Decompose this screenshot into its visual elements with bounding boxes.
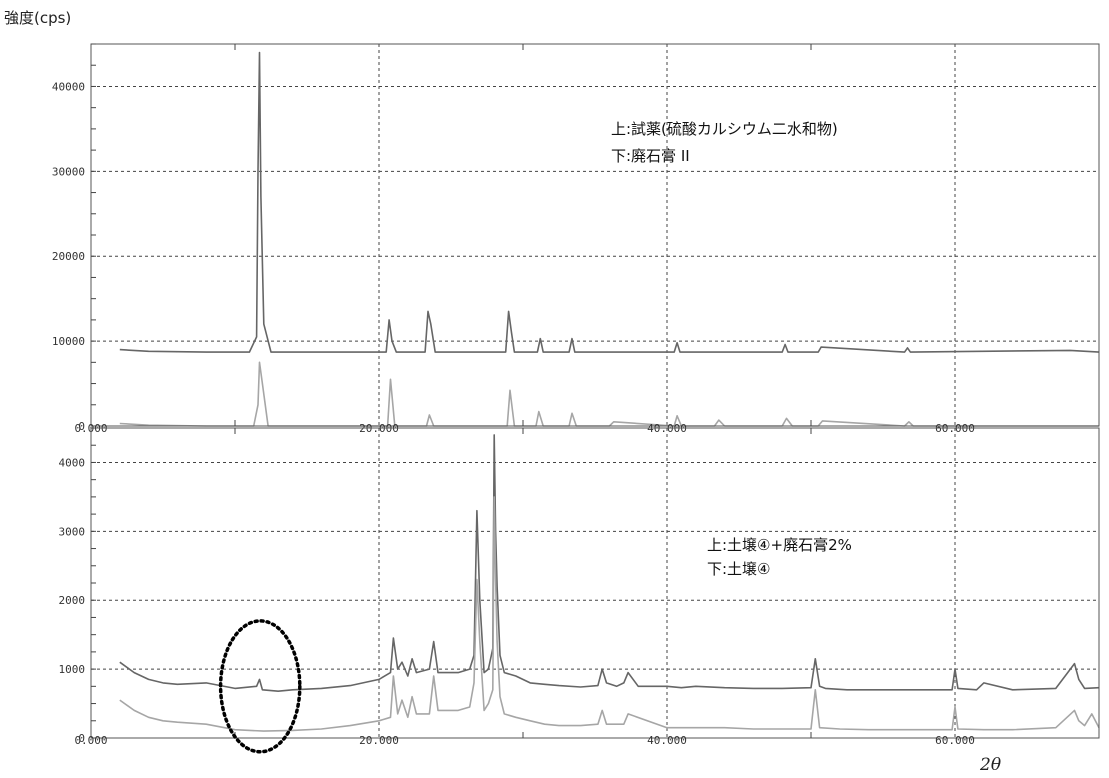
grid-top [90,44,1099,426]
series-line-bottom-0 [119,434,1100,693]
y-axis-title: 強度(cps) [4,9,71,27]
y-tick-label-top-0: 0 [78,420,85,433]
series-line-bottom-1 [119,496,1100,732]
series-layer-top [119,51,1100,427]
y-tick-label-bottom-0: 0 [78,732,85,745]
ticks-bottom: 0.000 20.000 40.000 60.000 0 1000 2000 3000 4000 [59,427,975,747]
plot-frame-bottom [90,427,1100,739]
grid-bottom [90,428,1099,738]
plot-frame-top [90,43,1100,427]
y-tick-label-bottom-2: 2000 [59,594,86,607]
y-tick-label-bottom-3: 3000 [59,525,86,538]
y-tick-label-top-1: 10000 [52,335,85,348]
panel-bottom: 0.000 20.000 40.000 60.000 0 1000 2000 3000 4000… [59,427,1100,754]
y-tick-label-top-3: 30000 [52,165,85,178]
x-axis-title: 2θ [979,755,1001,775]
y-tick-label-top-4: 40000 [52,80,85,93]
series-layer-bottom [119,434,1100,732]
series-line-top-0 [119,51,1100,353]
x-tick-label-bottom-2: 40.000 [647,734,687,747]
annotation-bottom-line2: 下:土壌④ [707,560,771,578]
annotation-bottom-line1: 上:土壌④+廃石膏2% [707,536,852,554]
ticks-top: 0.00020.00040.00060.00001000020000300004… [52,43,975,435]
x-tick-label-bottom-0: 0.000 [74,734,107,747]
panel-top: 0.00020.00040.00060.00001000020000300004… [52,43,1100,435]
annotation-top-line2: 下:廃石膏 II [611,147,690,165]
x-tick-label-bottom-1: 20.000 [359,734,399,747]
annotation-top-line1: 上:試薬(硫酸カルシウム二水和物) [611,120,838,138]
series-line-top-1 [119,361,1099,427]
y-tick-label-top-2: 20000 [52,250,85,263]
y-tick-label-bottom-1: 1000 [59,663,86,676]
y-tick-label-bottom-4: 4000 [59,456,86,469]
x-tick-label-bottom-3: 60.000 [935,734,975,747]
highlight-ellipse [218,619,302,754]
